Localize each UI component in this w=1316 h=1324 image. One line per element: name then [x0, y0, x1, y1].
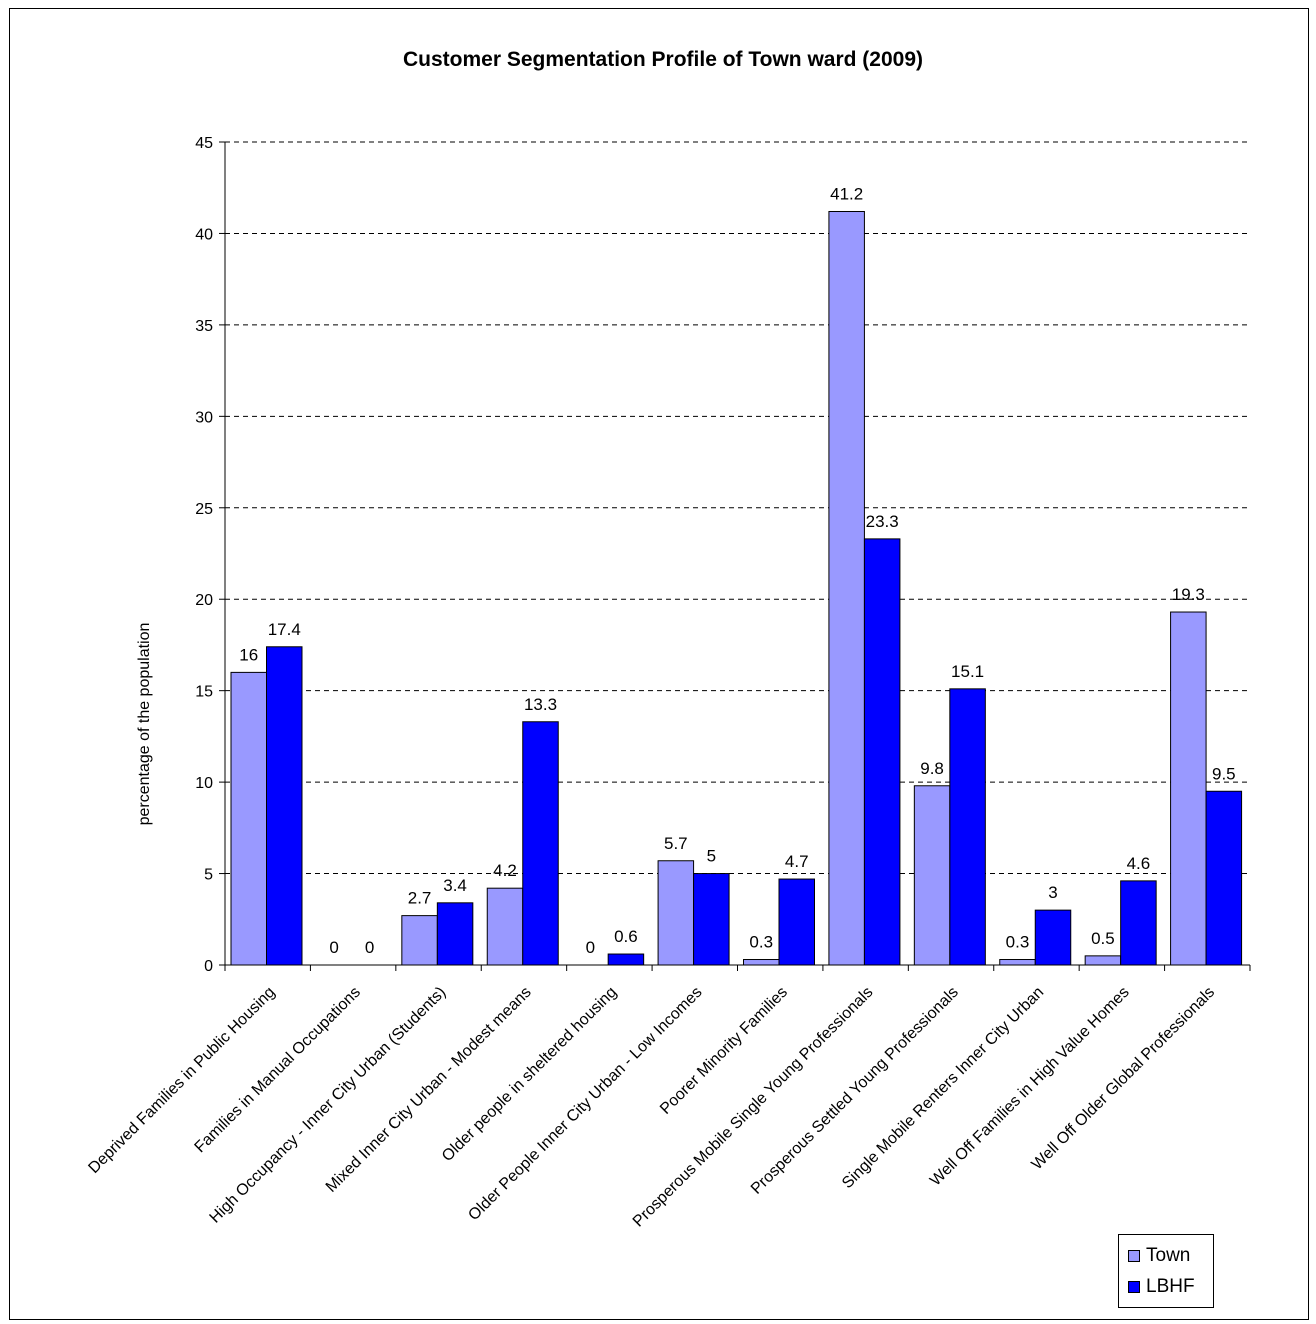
y-tick-label: 40 [195, 226, 213, 243]
legend-item-town: Town [1128, 1244, 1190, 1268]
bar-town-10 [1084, 955, 1122, 966]
data-label-lbhf-9: 3 [1048, 883, 1057, 902]
y-tick-label: 30 [195, 409, 213, 426]
bar-lbhf-6 [778, 878, 815, 966]
y-axis-title: percentage of the population [136, 623, 153, 826]
bar-town-6 [743, 959, 780, 966]
chart-title: Customer Segmentation Profile of Town wa… [403, 48, 923, 71]
x-category-label: Well Off Families in High Value Homes [927, 984, 1133, 1190]
bar-lbhf-7 [863, 538, 901, 966]
data-label-lbhf-3: 13.3 [524, 695, 557, 714]
y-tick-label: 25 [195, 501, 213, 518]
data-label-lbhf-8: 15.1 [951, 662, 984, 681]
bar-lbhf-3 [522, 721, 559, 966]
bar-town-3 [486, 887, 524, 966]
bar-lbhf-5 [693, 873, 730, 966]
data-label-lbhf-4: 0.6 [614, 927, 638, 946]
bars [230, 210, 1243, 966]
chart-frame [9, 8, 1309, 1320]
data-label-lbhf-6: 4.7 [785, 852, 809, 871]
data-label-lbhf-0: 17.4 [268, 620, 301, 639]
x-category-label: Well Off Older Global Professionals [1029, 984, 1219, 1174]
bar-lbhf-11 [1205, 790, 1243, 966]
y-tick-label: 35 [195, 318, 213, 335]
data-label-town-3: 4.2 [493, 861, 517, 880]
bar-town-11 [1170, 611, 1207, 966]
data-label-town-2: 2.7 [408, 889, 432, 908]
y-tick-label: 45 [195, 135, 213, 152]
bar-town-8 [913, 785, 951, 966]
bar-lbhf-9 [1034, 909, 1072, 966]
data-label-town-5: 5.7 [664, 834, 688, 853]
data-label-town-9: 0.3 [1006, 933, 1030, 952]
bar-town-9 [999, 959, 1036, 966]
y-tick-label: 0 [204, 958, 213, 975]
bar-lbhf-4 [607, 953, 645, 966]
legend-label-lbhf: LBHF [1146, 1276, 1195, 1297]
data-label-town-10: 0.5 [1091, 929, 1115, 948]
data-label-town-7: 41.2 [830, 184, 863, 203]
data-label-town-6: 0.3 [749, 933, 773, 952]
data-label-lbhf-7: 23.3 [866, 512, 899, 531]
data-label-town-11: 19.3 [1172, 585, 1205, 604]
legend-swatch-town [1128, 1250, 1140, 1262]
bar-lbhf-2 [436, 902, 474, 966]
y-tick-label: 5 [204, 867, 213, 884]
y-tick-label: 20 [195, 592, 213, 609]
bar-town-0 [230, 671, 267, 966]
bar-town-5 [657, 860, 695, 966]
x-category-label: Deprived Families in Public Housing [85, 984, 278, 1177]
data-label-town-8: 9.8 [920, 759, 944, 778]
legend-item-lbhf: LBHF [1128, 1275, 1195, 1299]
legend-label-town: Town [1146, 1245, 1191, 1266]
data-label-lbhf-11: 9.5 [1212, 764, 1236, 783]
bar-lbhf-0 [266, 646, 303, 966]
bar-lbhf-8 [949, 688, 986, 966]
data-label-lbhf-10: 4.6 [1127, 854, 1151, 873]
data-label-lbhf-1: 0 [365, 938, 374, 957]
data-label-town-1: 0 [329, 938, 338, 957]
legend-swatch-lbhf [1128, 1281, 1140, 1293]
data-label-lbhf-2: 3.4 [443, 876, 467, 895]
x-category-label: Older people in sheltered housing [439, 984, 620, 1165]
axes [219, 141, 1251, 971]
x-category-label: Families in Manual Occupations [192, 984, 364, 1156]
data-label-lbhf-5: 5 [707, 847, 716, 866]
gridlines [225, 141, 1250, 875]
bar-lbhf-10 [1120, 880, 1157, 966]
y-tick-label: 10 [195, 775, 213, 792]
data-label-town-4: 0 [586, 938, 595, 957]
bar-town-2 [401, 915, 438, 966]
data-label-town-0: 16 [239, 645, 258, 664]
legend: Town LBHF [1118, 1234, 1214, 1308]
bar-town-7 [828, 210, 865, 966]
y-tick-label: 15 [195, 684, 213, 701]
